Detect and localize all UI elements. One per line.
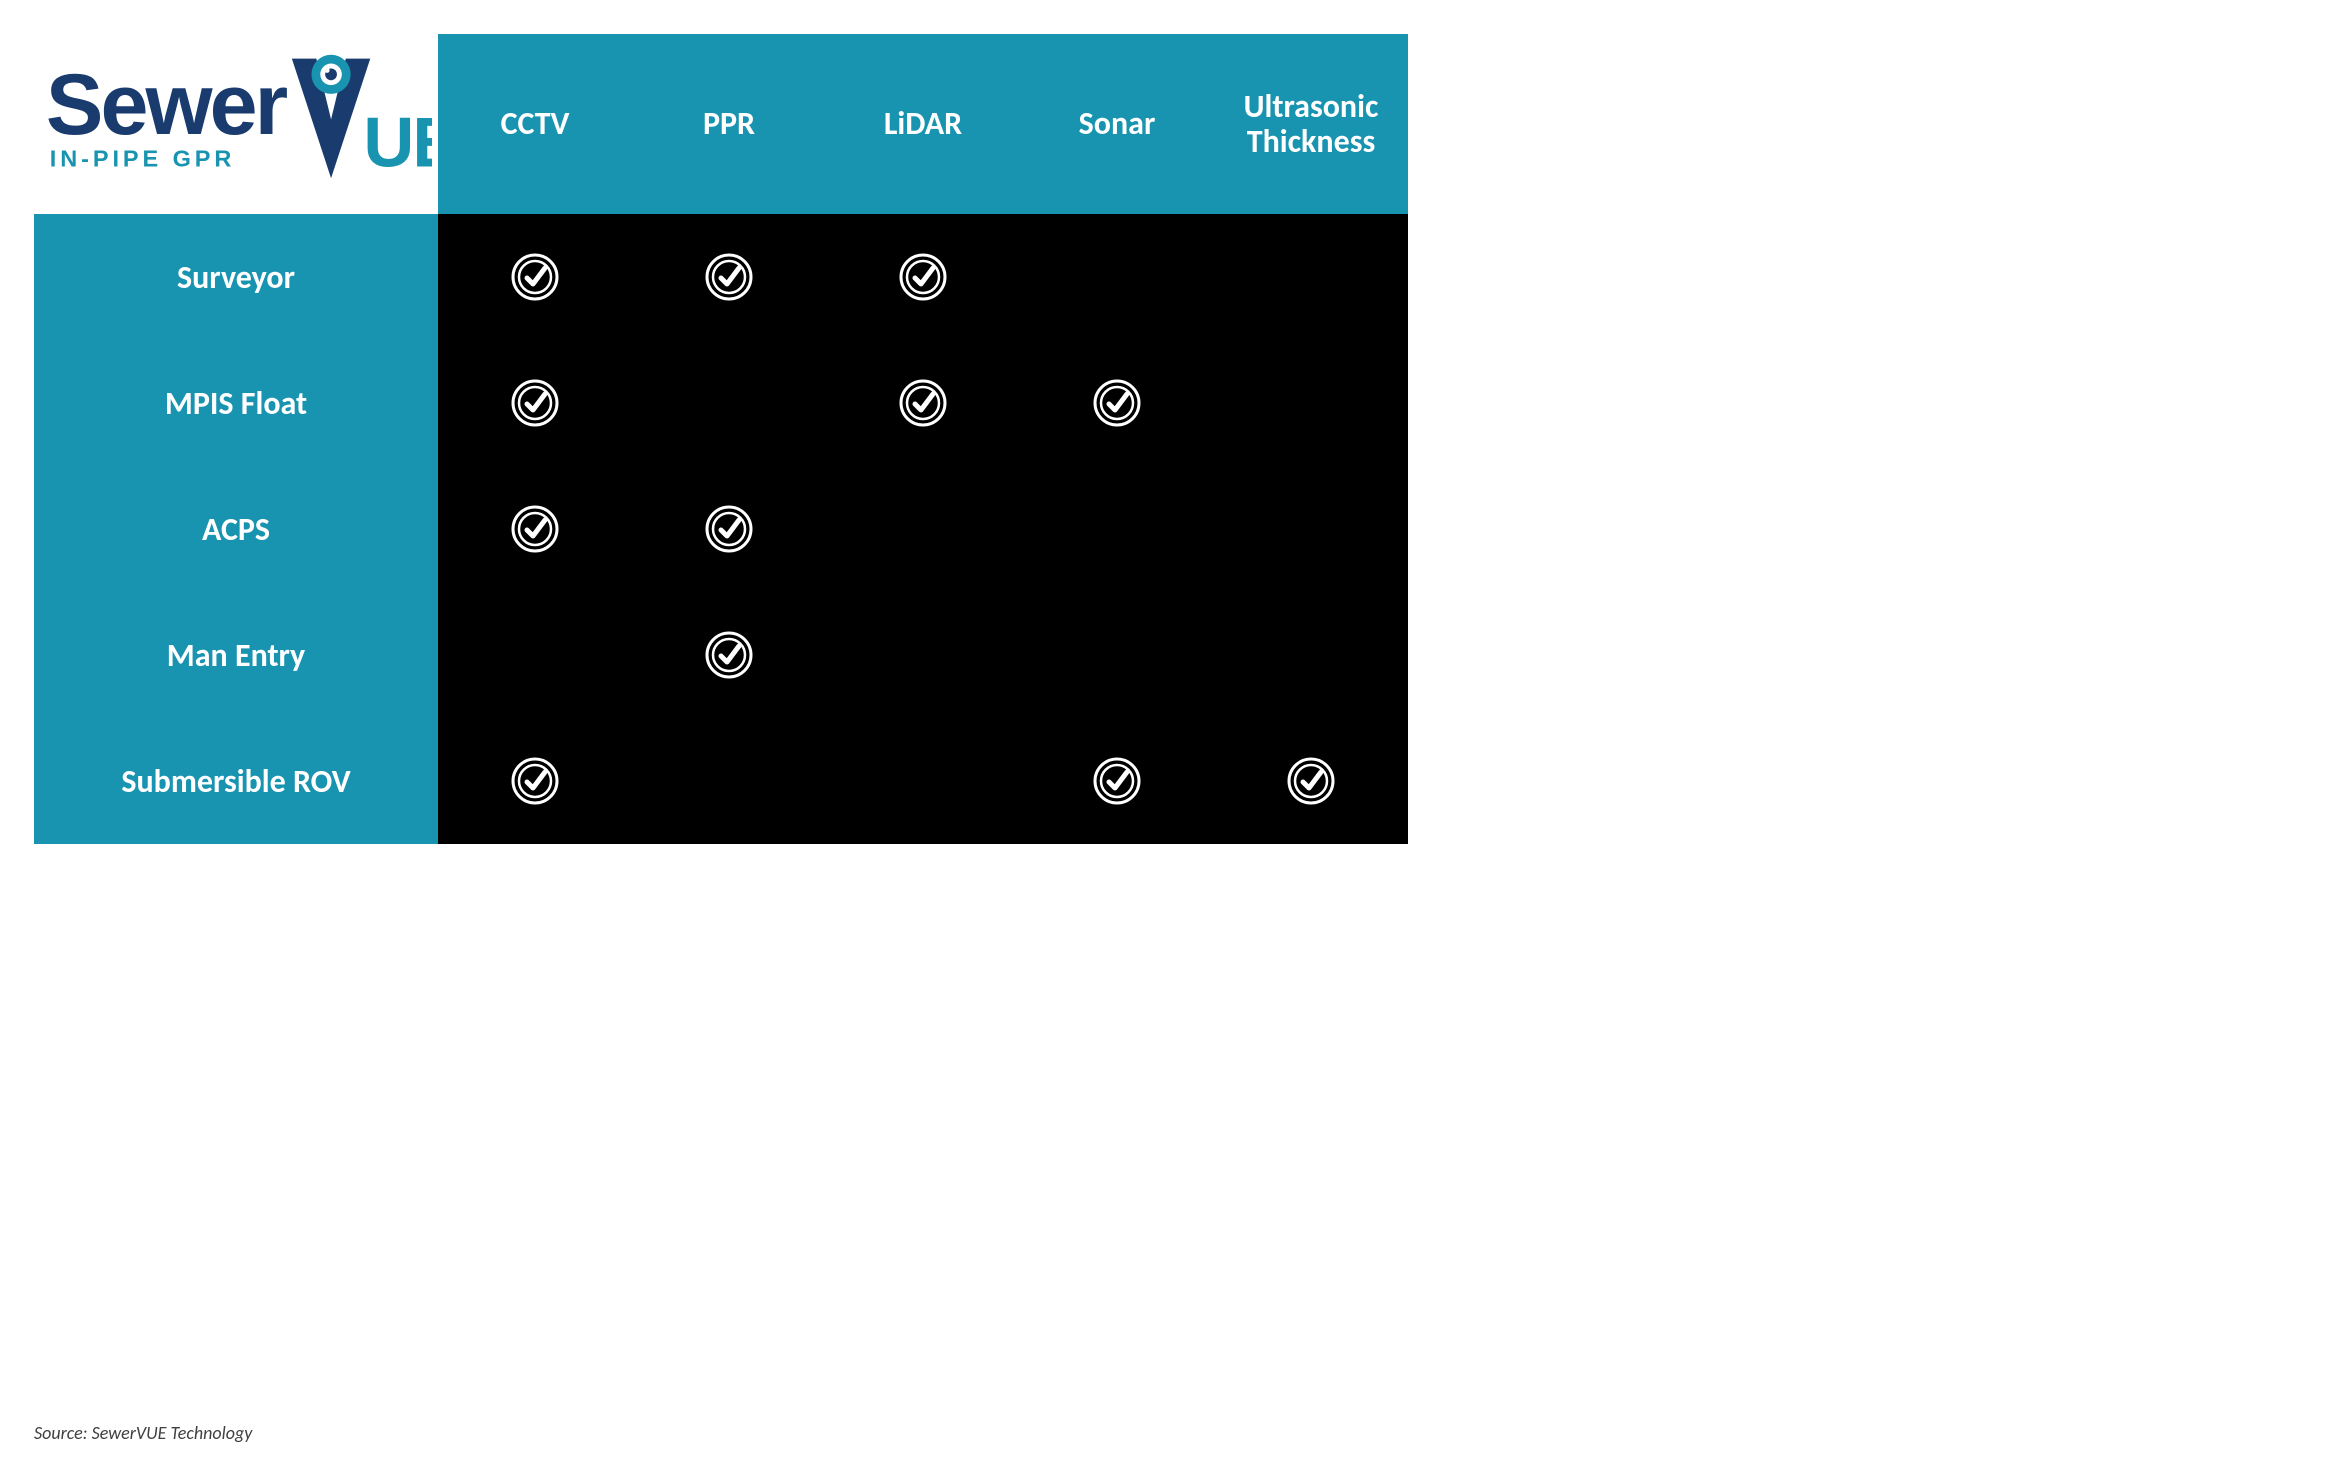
cell-man-entry-lidar xyxy=(826,592,1020,718)
col-header-lidar: LiDAR xyxy=(826,34,1020,214)
col-header-label: Ultrasonic Thickness xyxy=(1220,89,1402,159)
check-icon xyxy=(704,252,754,302)
cell-man-entry-ppr xyxy=(632,592,826,718)
cell-mpis-float-ultrasonic-thickness xyxy=(1214,340,1408,466)
check-icon xyxy=(704,630,754,680)
cell-acps-cctv xyxy=(438,466,632,592)
cell-man-entry-cctv xyxy=(438,592,632,718)
row-header-label: MPIS Float xyxy=(165,384,307,423)
source-line: Source: SewerVUE Technology xyxy=(34,1422,2340,1444)
svg-text:IN-PIPE GPR: IN-PIPE GPR xyxy=(50,145,235,171)
sewervue-logo-icon: SewerIN-PIPE GPR UE xyxy=(40,41,432,208)
source-text: SewerVUE Technology xyxy=(92,1422,253,1444)
row-header-submersible-rov: Submersible ROV xyxy=(34,718,438,844)
cell-surveyor-sonar xyxy=(1020,214,1214,340)
check-icon xyxy=(1092,756,1142,806)
check-icon xyxy=(1286,756,1336,806)
cell-acps-ultrasonic-thickness xyxy=(1214,466,1408,592)
svg-text:UE: UE xyxy=(363,102,432,181)
cell-mpis-float-sonar xyxy=(1020,340,1214,466)
col-header-label: PPR xyxy=(703,106,755,141)
cell-man-entry-sonar xyxy=(1020,592,1214,718)
cell-submersible-rov-cctv xyxy=(438,718,632,844)
check-icon xyxy=(898,252,948,302)
check-icon xyxy=(510,378,560,428)
cell-submersible-rov-ultrasonic-thickness xyxy=(1214,718,1408,844)
check-icon xyxy=(898,378,948,428)
col-header-ppr: PPR xyxy=(632,34,826,214)
cell-acps-lidar xyxy=(826,466,1020,592)
check-icon xyxy=(510,756,560,806)
row-header-surveyor: Surveyor xyxy=(34,214,438,340)
col-header-label: Sonar xyxy=(1079,106,1156,141)
row-header-label: Submersible ROV xyxy=(121,762,350,801)
capability-matrix: SewerIN-PIPE GPR UE CCTV PPR LiDAR Sonar Ultra… xyxy=(34,34,1408,845)
check-icon xyxy=(510,504,560,554)
row-header-man-entry: Man Entry xyxy=(34,592,438,718)
col-header-sonar: Sonar xyxy=(1020,34,1214,214)
check-icon xyxy=(1092,378,1142,428)
cell-acps-sonar xyxy=(1020,466,1214,592)
cell-submersible-rov-lidar xyxy=(826,718,1020,844)
check-icon xyxy=(510,252,560,302)
sheet: SewerIN-PIPE GPR UE CCTV PPR LiDAR Sonar Ultra… xyxy=(0,0,2340,1478)
col-header-label: CCTV xyxy=(501,106,570,141)
col-header-label: LiDAR xyxy=(884,106,962,141)
svg-text:Sewer: Sewer xyxy=(46,57,288,153)
cell-submersible-rov-sonar xyxy=(1020,718,1214,844)
cell-surveyor-lidar xyxy=(826,214,1020,340)
cell-man-entry-ultrasonic-thickness xyxy=(1214,592,1408,718)
cell-surveyor-cctv xyxy=(438,214,632,340)
row-header-label: Surveyor xyxy=(177,258,295,297)
row-header-label: Man Entry xyxy=(167,636,305,675)
col-header-ultrasonic-thickness: Ultrasonic Thickness xyxy=(1214,34,1408,214)
cell-acps-ppr xyxy=(632,466,826,592)
cell-surveyor-ultrasonic-thickness xyxy=(1214,214,1408,340)
cell-mpis-float-cctv xyxy=(438,340,632,466)
row-header-label: ACPS xyxy=(202,510,270,549)
cell-mpis-float-ppr xyxy=(632,340,826,466)
check-icon xyxy=(704,504,754,554)
brand-logo-cell: SewerIN-PIPE GPR UE xyxy=(34,34,438,214)
cell-submersible-rov-ppr xyxy=(632,718,826,844)
cell-surveyor-ppr xyxy=(632,214,826,340)
cell-mpis-float-lidar xyxy=(826,340,1020,466)
row-header-acps: ACPS xyxy=(34,466,438,592)
row-header-mpis-float: MPIS Float xyxy=(34,340,438,466)
source-prefix: Source: xyxy=(34,1422,92,1444)
col-header-cctv: CCTV xyxy=(438,34,632,214)
